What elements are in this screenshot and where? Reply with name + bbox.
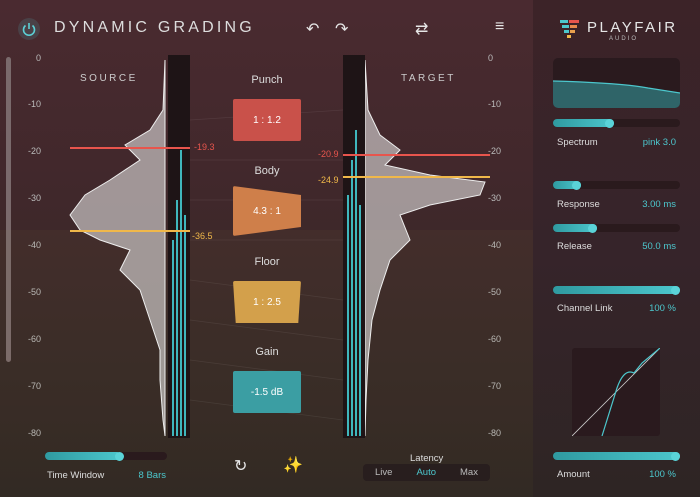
spectrum-display xyxy=(553,58,680,108)
scrollbar[interactable] xyxy=(6,57,11,362)
channel-link-label: Channel Link xyxy=(557,303,613,314)
floor-value: 1 : 2.5 xyxy=(253,296,281,308)
amount-value: 100 % xyxy=(649,469,676,480)
scale-tick: -80 xyxy=(488,428,512,438)
response-label: Response xyxy=(557,199,600,210)
scale-tick: -20 xyxy=(488,146,502,156)
body-value: 4.3 : 1 xyxy=(253,205,281,217)
scale-tick: -70 xyxy=(17,381,41,391)
time-window-slider[interactable] xyxy=(45,451,167,461)
scale-tick: 0 xyxy=(35,53,41,63)
body-block[interactable]: 4.3 : 1 xyxy=(233,186,301,236)
time-window-value: 8 Bars xyxy=(138,470,166,481)
scale-tick: -80 xyxy=(17,428,41,438)
source-upper-value[interactable]: -19.3 xyxy=(194,142,215,152)
redo-icon[interactable]: ↷ xyxy=(335,21,349,38)
scale-tick: -30 xyxy=(488,193,502,203)
gain-block[interactable]: -1.5 dB xyxy=(233,371,301,413)
spectrum-label: Spectrum xyxy=(557,137,598,148)
plugin-title: DYNAMIC GRADING xyxy=(54,19,255,36)
channel-link-value: 100 % xyxy=(649,303,676,314)
swap-icon[interactable]: ⇄ xyxy=(415,21,429,38)
latency-max[interactable]: Max xyxy=(460,467,478,478)
source-histogram xyxy=(69,59,166,437)
target-lower-value[interactable]: -24.9 xyxy=(318,175,339,185)
power-icon xyxy=(22,23,36,37)
magic-wand-icon[interactable]: ✨ xyxy=(283,457,303,474)
refresh-icon[interactable]: ↻ xyxy=(234,458,248,475)
floor-block[interactable]: 1 : 2.5 xyxy=(233,281,301,323)
latency-selector: Live Auto Max xyxy=(363,464,490,481)
scale-tick: -30 xyxy=(27,193,41,203)
source-meter xyxy=(168,55,190,438)
scale-tick: -10 xyxy=(488,99,502,109)
latency-label: Latency xyxy=(410,453,444,464)
scale-tick: -60 xyxy=(488,334,512,344)
amount-label: Amount xyxy=(557,469,590,480)
body-label: Body xyxy=(254,165,280,177)
brand-sub: AUDIO xyxy=(609,36,639,42)
scale-tick: -40 xyxy=(488,240,512,250)
amount-slider[interactable] xyxy=(553,451,680,461)
scale-tick: -50 xyxy=(488,287,512,297)
time-window-label: Time Window xyxy=(47,470,105,481)
release-value: 50.0 ms xyxy=(642,241,676,252)
target-upper-value[interactable]: -20.9 xyxy=(318,149,339,159)
brand-name: PLAYFAIR xyxy=(587,19,678,36)
target-meter xyxy=(343,55,365,438)
menu-icon[interactable]: ≡ xyxy=(495,18,505,35)
punch-label: Punch xyxy=(251,74,283,86)
brand-logo: PLAYFAIR AUDIO xyxy=(559,18,675,45)
scale-tick: -60 xyxy=(17,334,41,344)
transfer-curve xyxy=(571,347,661,437)
logo-icon xyxy=(560,20,579,38)
spectrum-value: pink 3.0 xyxy=(642,137,676,148)
scale-tick: -10 xyxy=(27,99,41,109)
response-slider[interactable] xyxy=(553,180,680,190)
channel-link-slider[interactable] xyxy=(553,285,680,295)
target-label: TARGET xyxy=(401,73,456,84)
release-label: Release xyxy=(557,241,592,252)
power-button[interactable] xyxy=(18,18,40,40)
main-panel: DYNAMIC GRADING ↶ ↷ ⇄ ≡ 0 -10 -20 -30 -40 -50… xyxy=(0,0,533,497)
release-slider[interactable] xyxy=(553,223,680,233)
side-panel: PLAYFAIR AUDIO Spectrum pink 3.0 Respons… xyxy=(533,0,700,497)
source-lower-value[interactable]: -36.5 xyxy=(192,231,213,241)
scale-tick: -20 xyxy=(27,146,41,156)
gain-value: -1.5 dB xyxy=(250,386,284,398)
latency-live[interactable]: Live xyxy=(375,467,393,478)
source-label: SOURCE xyxy=(80,73,138,84)
spectrum-slider[interactable] xyxy=(553,118,680,128)
undo-icon[interactable]: ↶ xyxy=(306,21,320,38)
punch-block[interactable]: 1 : 1.2 xyxy=(233,99,301,141)
floor-label: Floor xyxy=(254,256,280,268)
scale-tick: -70 xyxy=(488,381,512,391)
scale-tick: -40 xyxy=(17,240,41,250)
response-value: 3.00 ms xyxy=(642,199,676,210)
gain-label: Gain xyxy=(255,346,279,358)
scale-tick: 0 xyxy=(488,53,494,63)
punch-value: 1 : 1.2 xyxy=(253,114,281,126)
scale-tick: -50 xyxy=(17,287,41,297)
latency-auto[interactable]: Auto xyxy=(416,467,436,478)
